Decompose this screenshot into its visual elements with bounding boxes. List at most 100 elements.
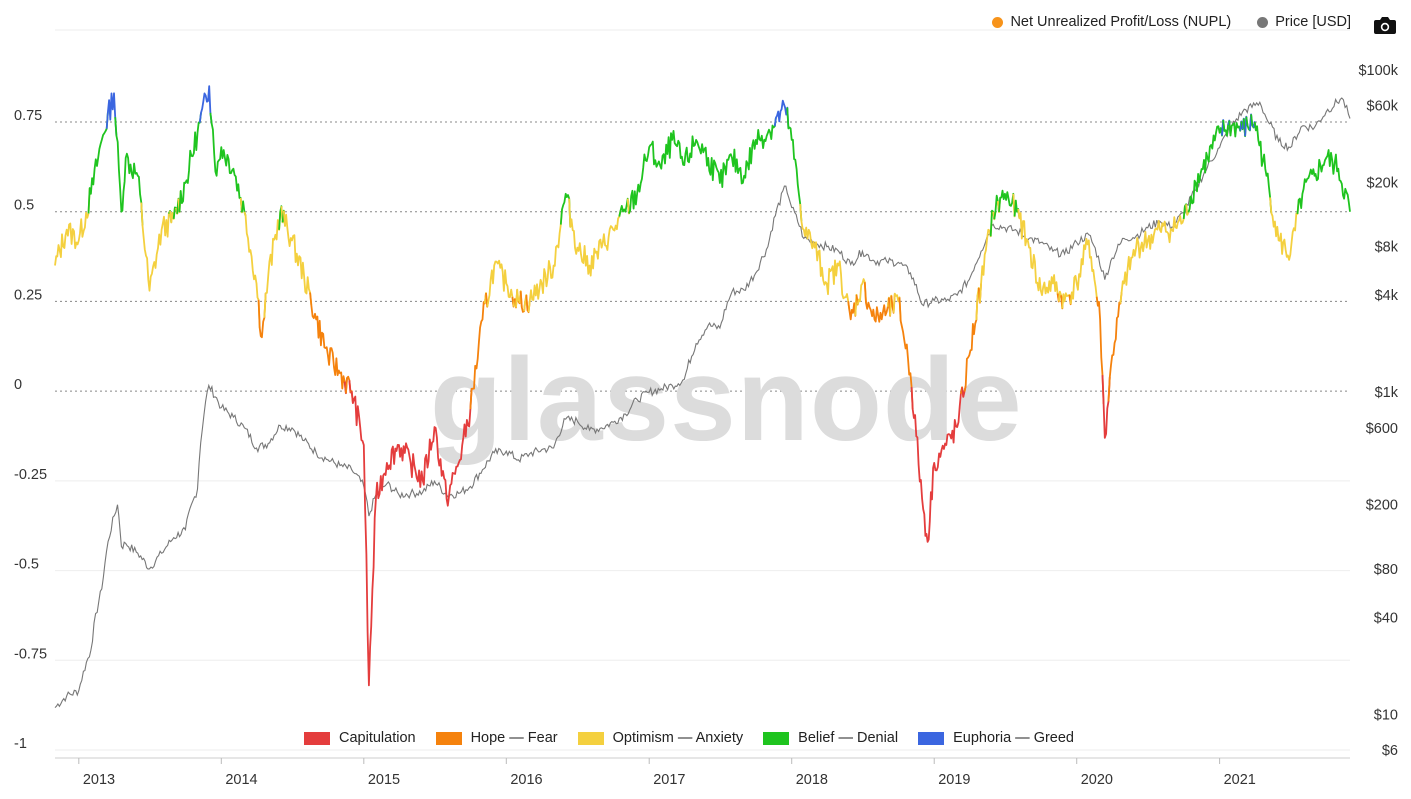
nupl-segment — [1017, 208, 1060, 302]
y-right-tick-label: $1k — [1375, 385, 1399, 401]
nupl-segment — [856, 278, 867, 305]
y-right-tick-label: $4k — [1375, 288, 1399, 304]
legend-item-euphoria-greed[interactable]: Euphoria — Greed — [918, 730, 1074, 746]
x-tick-label: 2020 — [1081, 772, 1113, 788]
nupl-segment — [998, 189, 1016, 217]
price-series-layer — [54, 97, 1351, 708]
nupl-segment — [1069, 237, 1099, 306]
y-left-tick-label: 0.25 — [14, 287, 42, 303]
nupl-segment — [87, 112, 109, 214]
nupl-segment — [350, 388, 473, 687]
nupl-segment — [140, 202, 171, 292]
camera-icon[interactable] — [1373, 15, 1397, 35]
legend-label-price: Price [USD] — [1275, 14, 1351, 30]
x-tick-label: 2017 — [653, 772, 685, 788]
nupl-segment — [898, 297, 914, 410]
right-axis: $100k $60k $20k $8k $4k $1k $600 $200 $80 $40 $10 $… — [1358, 63, 1398, 759]
grid-layer — [55, 29, 1350, 759]
legend-item-price[interactable]: Price [USD] — [1257, 14, 1351, 30]
legend-item-nupl[interactable]: Net Unrealized Profit/Loss (NUPL) — [992, 14, 1231, 30]
nupl-segment — [628, 117, 777, 214]
x-tick-label: 2015 — [368, 772, 400, 788]
legend-label-optimism-anxiety: Optimism — Anxiety — [612, 730, 744, 746]
nupl-segment — [1119, 206, 1186, 304]
legend-dot-nupl — [992, 16, 1004, 28]
y-right-tick-label: $20k — [1367, 176, 1399, 192]
y-right-tick-label: $100k — [1358, 63, 1398, 79]
nupl-segment — [786, 107, 803, 222]
y-right-tick-label: $10 — [1374, 707, 1398, 723]
y-right-tick-label: $6 — [1382, 743, 1398, 759]
swatch-hope-fear — [435, 731, 462, 745]
nupl-segment — [114, 117, 144, 226]
nupl-segment — [178, 112, 202, 213]
watermark: glassnode — [430, 334, 1023, 466]
nupl-segment — [863, 282, 890, 323]
y-right-tick-label: $40 — [1374, 610, 1398, 626]
legend-item-belief-denial[interactable]: Belief — Denial — [763, 730, 898, 746]
legend-item-capitulation[interactable]: Capitulation — [304, 730, 416, 746]
y-right-tick-label: $200 — [1366, 498, 1398, 514]
legend-label-euphoria-greed: Euphoria — Greed — [953, 730, 1074, 746]
nupl-segment — [209, 112, 243, 213]
x-tick-label: 2018 — [796, 772, 828, 788]
nupl-segment — [910, 387, 963, 543]
y-left-tick-label: 0 — [14, 377, 22, 393]
nupl-segment — [243, 211, 261, 328]
legend-label-capitulation: Capitulation — [339, 730, 416, 746]
legend-item-hope-fear[interactable]: Hope — Fear — [435, 730, 558, 746]
y-left-tick-label: -0.25 — [14, 467, 47, 483]
nupl-segment — [1269, 197, 1300, 261]
nupl-segment — [799, 203, 851, 312]
y-right-tick-label: $600 — [1366, 421, 1398, 437]
nupl-segment — [963, 295, 979, 392]
swatch-belief-denial — [763, 731, 790, 745]
nupl-segment — [1187, 119, 1225, 213]
nupl-segment — [54, 187, 91, 266]
nupl-segment — [1107, 292, 1123, 402]
nupl-segment — [309, 292, 347, 394]
top-legend: Net Unrealized Profit/Loss (NUPL) Price … — [992, 14, 1351, 30]
legend-dot-price — [1257, 16, 1269, 28]
nupl-segment — [469, 292, 487, 410]
legend-label-belief-denial: Belief — Denial — [798, 730, 899, 746]
nupl-segment — [282, 210, 313, 305]
x-tick-label: 2014 — [225, 772, 257, 788]
swatch-euphoria-greed — [918, 731, 945, 745]
price-line — [54, 97, 1351, 708]
left-axis: 0.75 0.5 0.25 0 -0.25 -0.5 -0.75 -1 — [14, 108, 47, 752]
nupl-segment — [198, 85, 213, 124]
nupl-segment — [559, 192, 572, 228]
nupl-segment — [263, 211, 282, 318]
y-left-tick-label: 0.75 — [14, 108, 42, 124]
x-axis: 2013 2014 2015 2016 2017 2018 2019 2020 2021 — [78, 758, 1256, 788]
zone-legend: Capitulation Hope — Fear Optimism — Anxi… — [300, 730, 1078, 746]
nupl-segment — [515, 288, 521, 308]
nupl-segment — [527, 209, 563, 313]
x-tick-label: 2021 — [1224, 772, 1256, 788]
nupl-segment — [105, 92, 118, 136]
swatch-optimism-anxiety — [577, 731, 604, 745]
nupl-series-layer — [54, 85, 1351, 687]
y-left-tick-label: -0.5 — [14, 557, 39, 573]
legend-item-optimism-anxiety[interactable]: Optimism — Anxiety — [577, 730, 744, 746]
nupl-segment — [1228, 120, 1243, 138]
nupl-segment — [1253, 121, 1273, 213]
y-right-tick-label: $60k — [1367, 99, 1399, 115]
y-right-tick-label: $80 — [1374, 562, 1398, 578]
y-left-tick-label: -1 — [14, 736, 27, 752]
swatch-capitulation — [304, 731, 330, 745]
y-left-tick-label: 0.5 — [14, 198, 34, 214]
legend-label-hope-fear: Hope — Fear — [470, 730, 558, 746]
nupl-segment — [486, 259, 515, 307]
legend-label-nupl: Net Unrealized Profit/Loss (NUPL) — [1010, 14, 1232, 30]
x-tick-label: 2016 — [510, 772, 542, 788]
nupl-segment — [773, 99, 790, 129]
nupl-segment — [979, 210, 993, 303]
x-tick-label: 2013 — [83, 772, 115, 788]
y-right-tick-label: $8k — [1375, 240, 1399, 256]
x-tick-label: 2019 — [938, 772, 970, 788]
y-left-tick-label: -0.75 — [14, 646, 47, 662]
nupl-segment — [1296, 149, 1351, 214]
